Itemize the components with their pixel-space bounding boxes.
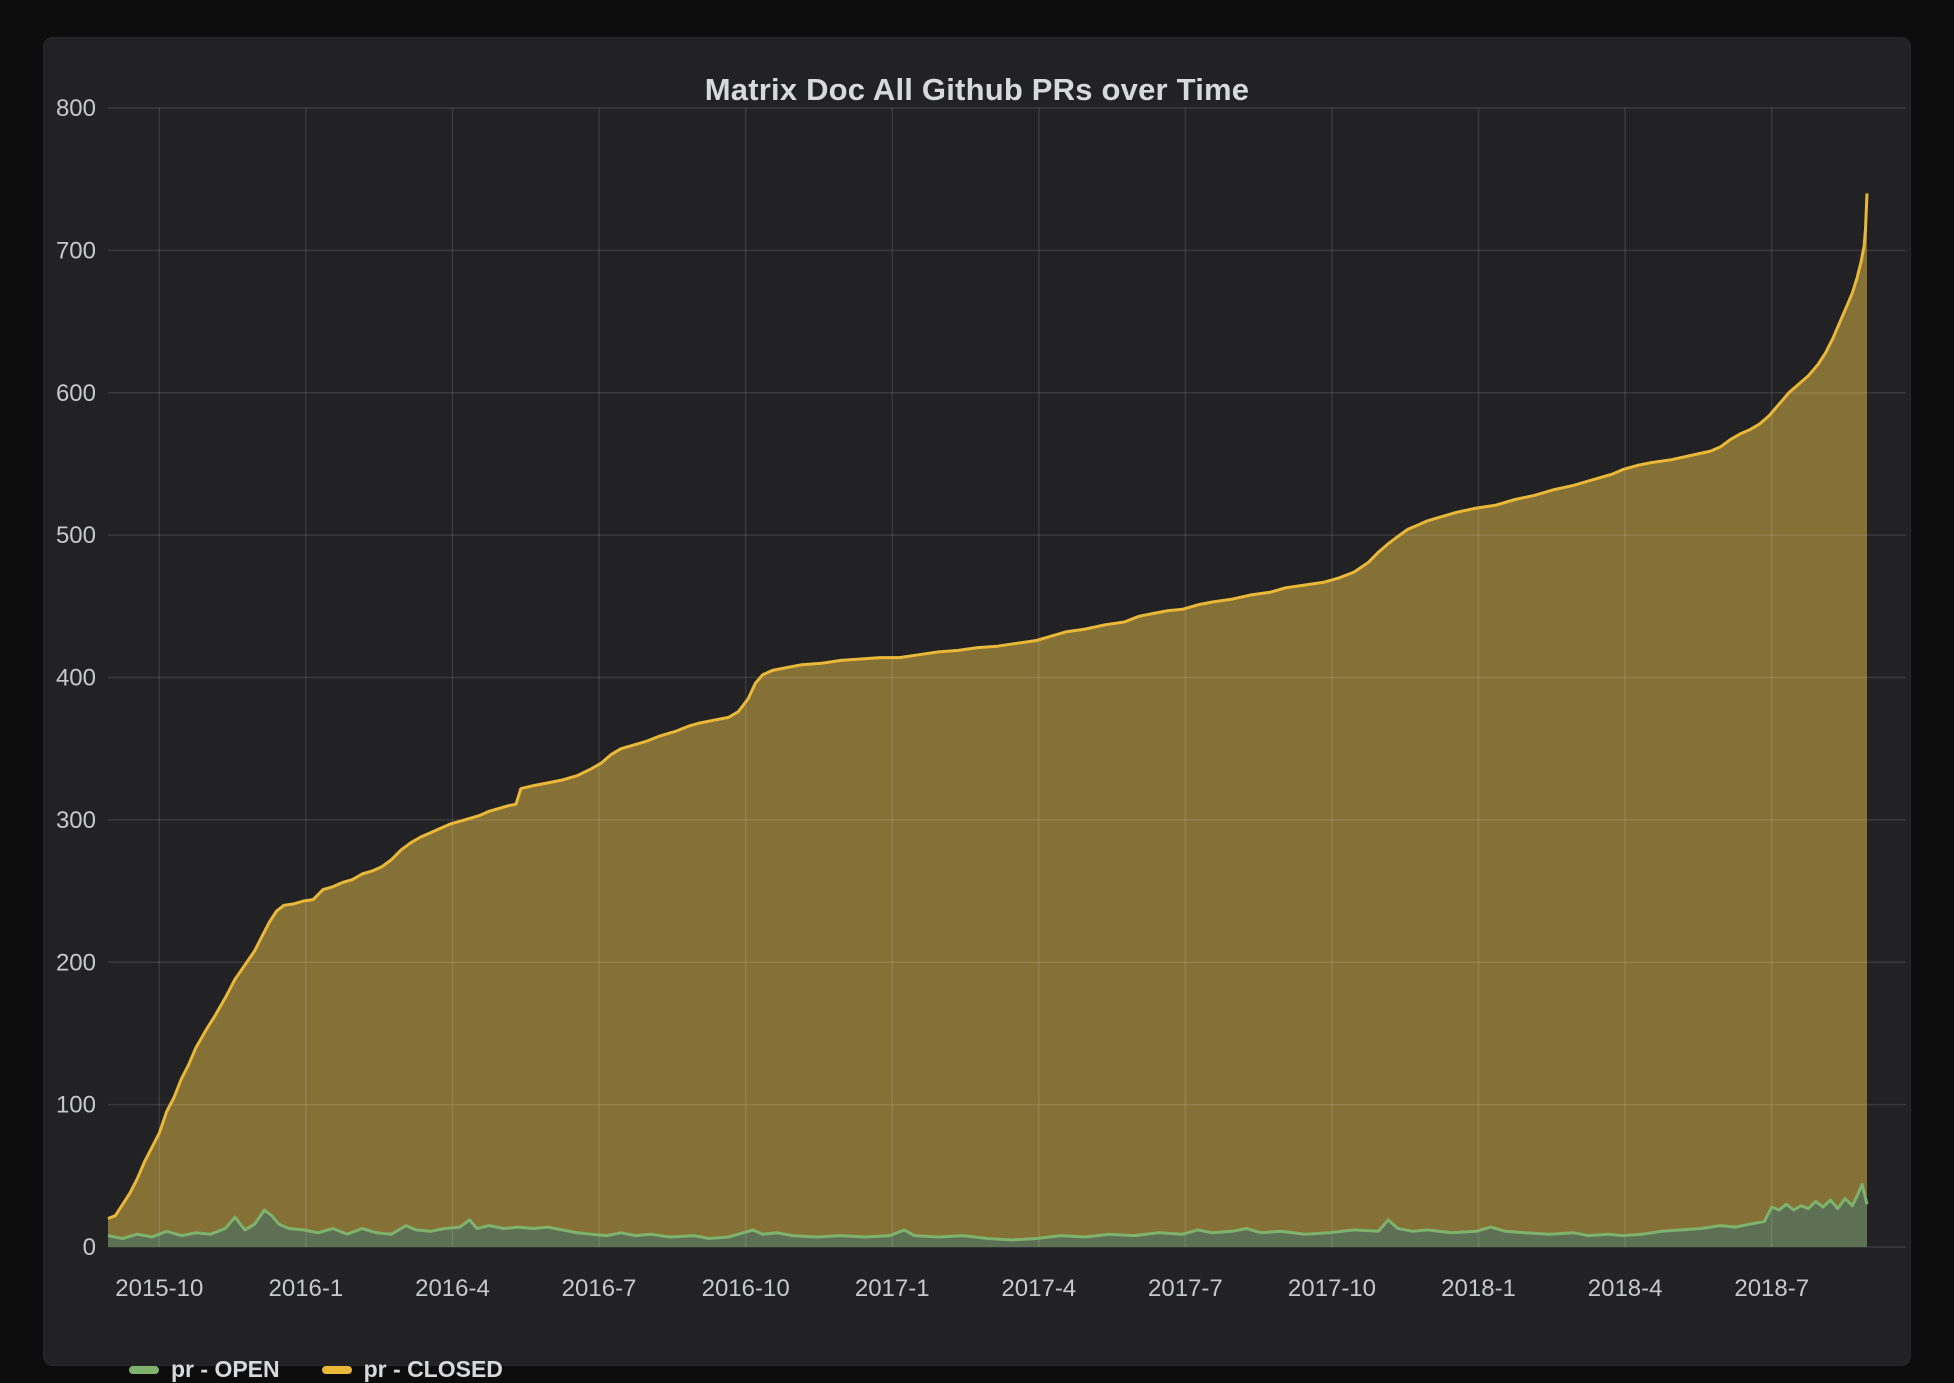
x-tick-label-2016-7: 2016-7 (562, 1275, 637, 1302)
x-tick-label-2015-10: 2015-10 (115, 1275, 203, 1302)
x-tick-label-2017-4: 2017-4 (1001, 1275, 1076, 1302)
legend-swatch-open-icon (129, 1365, 159, 1374)
y-tick-label-200: 200 (56, 949, 96, 976)
legend-swatch-closed-icon (321, 1365, 352, 1374)
y-tick-label-0: 0 (83, 1234, 96, 1261)
y-tick-label-700: 700 (56, 237, 96, 264)
y-tick-label-400: 400 (56, 665, 96, 692)
y-tick-label-800: 800 (56, 95, 96, 122)
x-tick-label-2016-10: 2016-10 (702, 1275, 790, 1302)
series-open-line (107, 1182, 1869, 1242)
x-tick-label-2018-1: 2018-1 (1441, 1275, 1516, 1302)
x-tick-label-2017-7: 2017-7 (1148, 1275, 1223, 1302)
series-closed-line (107, 193, 1869, 1220)
panel-title: Matrix Doc All Github PRs over Time (704, 72, 1250, 107)
x-tick-label-2017-1: 2017-1 (855, 1275, 930, 1302)
x-tick-label-2018-7: 2018-7 (1734, 1275, 1809, 1302)
x-tick-label-2018-4: 2018-4 (1588, 1275, 1663, 1302)
x-tick-label-2016-4: 2016-4 (415, 1275, 490, 1302)
y-tick-label-300: 300 (56, 807, 96, 834)
x-tick-label-2016-1: 2016-1 (269, 1275, 344, 1302)
y-tick-label-500: 500 (56, 522, 96, 549)
series-closed-area (108, 193, 1867, 1247)
y-tick-label-100: 100 (56, 1092, 96, 1119)
x-tick-label-2017-10: 2017-10 (1288, 1275, 1376, 1302)
y-tick-label-600: 600 (56, 380, 96, 407)
